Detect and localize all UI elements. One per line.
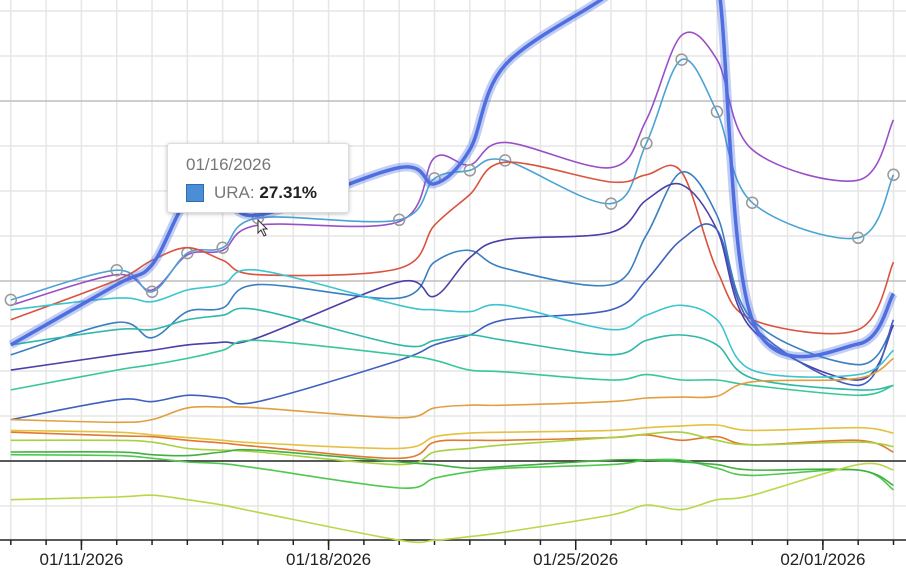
line [10, 431, 894, 466]
line [10, 268, 895, 378]
line [10, 357, 894, 424]
x-tick-label: 01/11/2026 [40, 550, 124, 569]
x-tick-label: 01/25/2026 [533, 550, 618, 569]
line [10, 453, 894, 491]
tooltip-row: URA: 27.31% [214, 183, 318, 202]
line [10, 182, 895, 381]
tooltip-swatch [186, 184, 204, 202]
point-marker [145, 285, 159, 299]
line [10, 307, 894, 391]
cursor [257, 218, 269, 237]
point-marker [110, 263, 123, 277]
point-marker [4, 293, 18, 307]
point-marker [392, 213, 406, 227]
point-marker [463, 164, 477, 177]
line [10, 58, 895, 301]
point-marker [604, 197, 618, 210]
x-tick-label: 02/01/2026 [780, 550, 865, 569]
point-marker [216, 241, 229, 254]
line [10, 423, 894, 450]
point-marker [710, 105, 724, 119]
line [10, 462, 894, 544]
tooltip: 01/16/2026 URA: 27.31% [167, 143, 349, 213]
tooltip-series: URA [214, 183, 250, 202]
tooltip-date: 01/16/2026 [186, 155, 272, 174]
line [10, 161, 895, 335]
line [10, 339, 894, 397]
line-glow [8, 0, 898, 362]
point-marker [675, 53, 688, 66]
x-tick-label: 01/18/2026 [286, 550, 371, 569]
line [10, 223, 895, 421]
point-marker [851, 231, 865, 245]
point-marker [640, 137, 653, 150]
tooltip-value: 27.31% [259, 183, 318, 202]
line [10, 431, 894, 460]
point-marker [887, 168, 900, 182]
line [10, 448, 894, 487]
point-marker [746, 196, 759, 209]
point-marker [498, 154, 512, 167]
